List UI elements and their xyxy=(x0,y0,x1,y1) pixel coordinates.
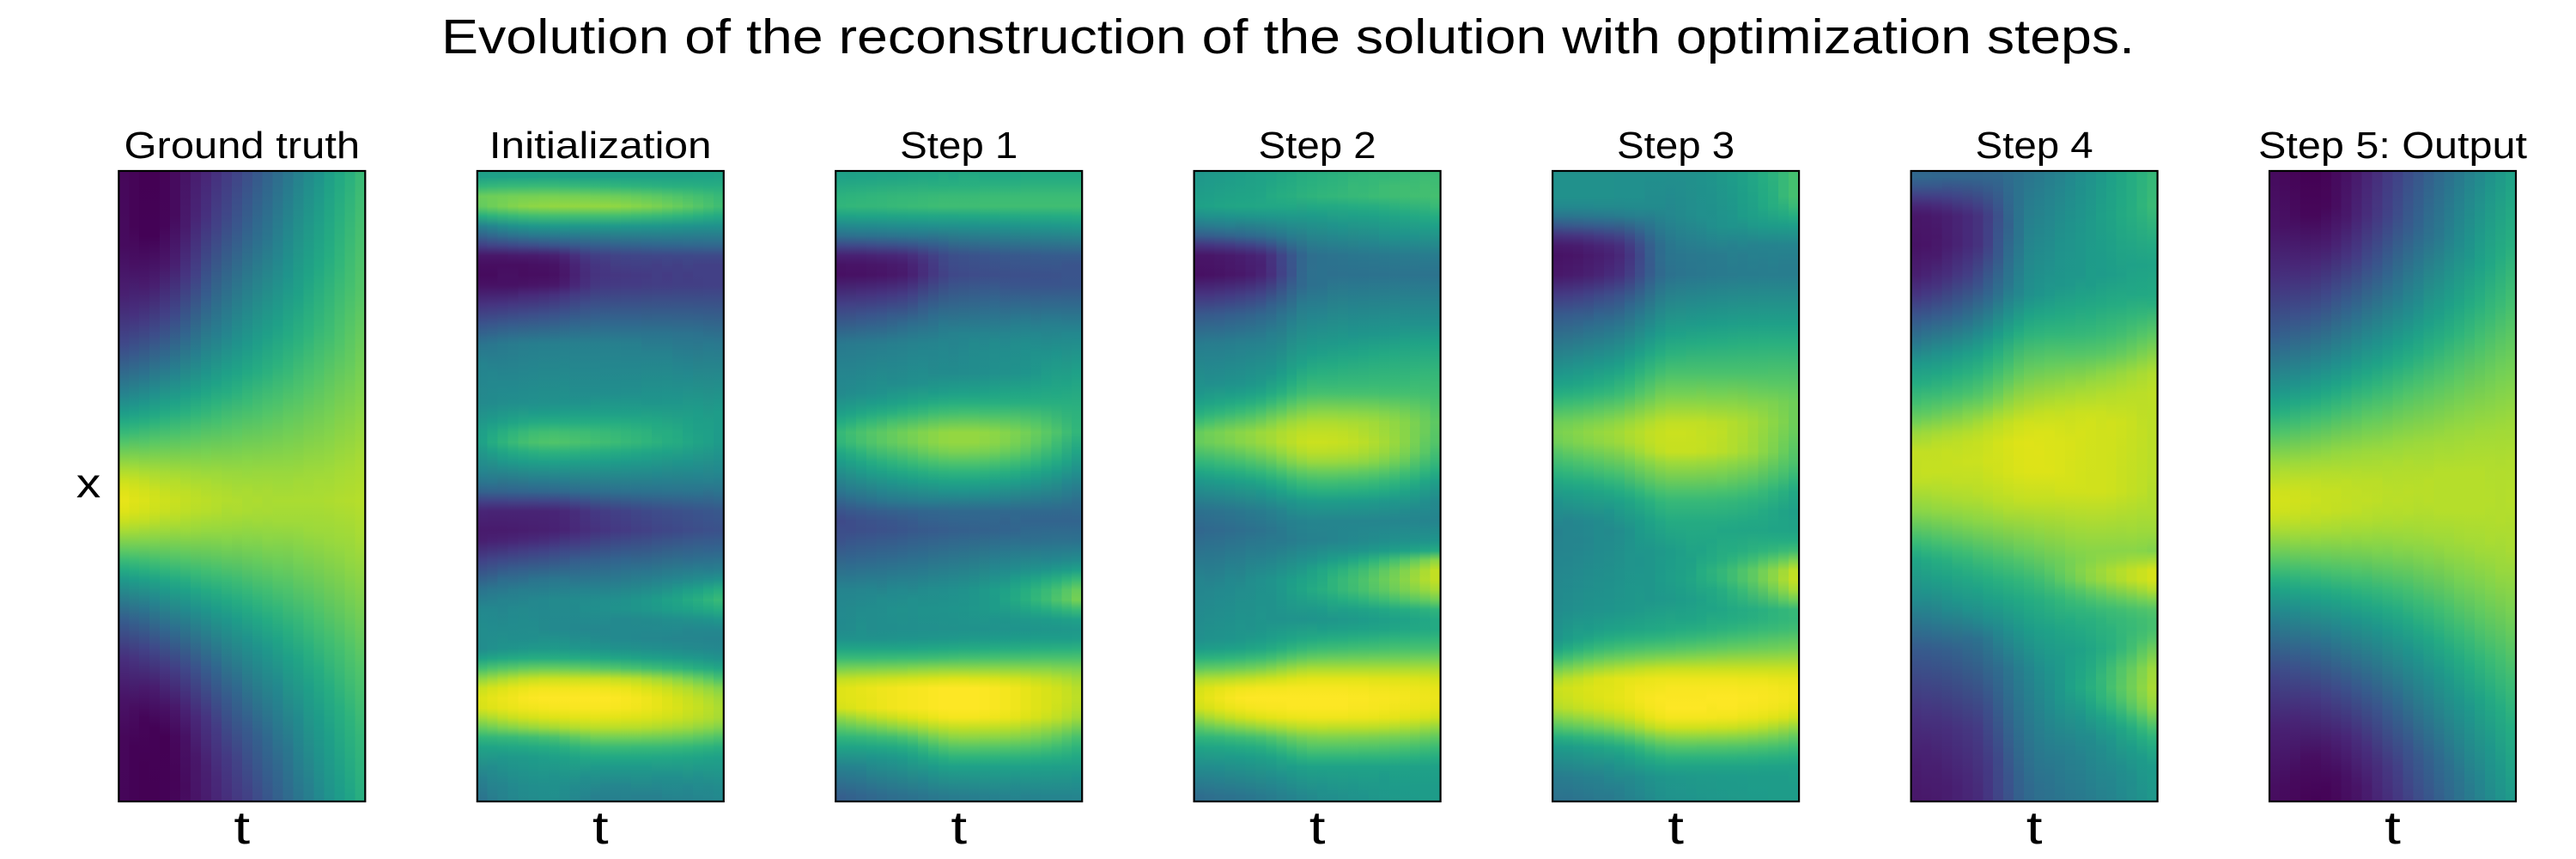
svg-text:Step 2: Step 2 xyxy=(1259,125,1376,167)
svg-text:t: t xyxy=(2026,801,2043,853)
svg-text:x: x xyxy=(76,460,101,507)
svg-text:Step 5: Output: Step 5: Output xyxy=(2258,124,2527,166)
svg-text:t: t xyxy=(234,801,250,853)
svg-text:t: t xyxy=(592,801,609,853)
svg-text:Ground truth: Ground truth xyxy=(124,125,360,167)
svg-text:Step 3: Step 3 xyxy=(1617,125,1735,167)
svg-text:t: t xyxy=(951,801,967,853)
svg-text:t: t xyxy=(1309,801,1326,853)
svg-text:Step 1: Step 1 xyxy=(900,125,1018,167)
svg-text:Initialization: Initialization xyxy=(489,125,712,166)
svg-text:Evolution of the reconstructio: Evolution of the reconstruction of the s… xyxy=(441,9,2135,64)
svg-text:Step 4: Step 4 xyxy=(1976,125,2093,167)
svg-text:t: t xyxy=(2385,801,2401,853)
svg-text:t: t xyxy=(1668,801,1684,853)
